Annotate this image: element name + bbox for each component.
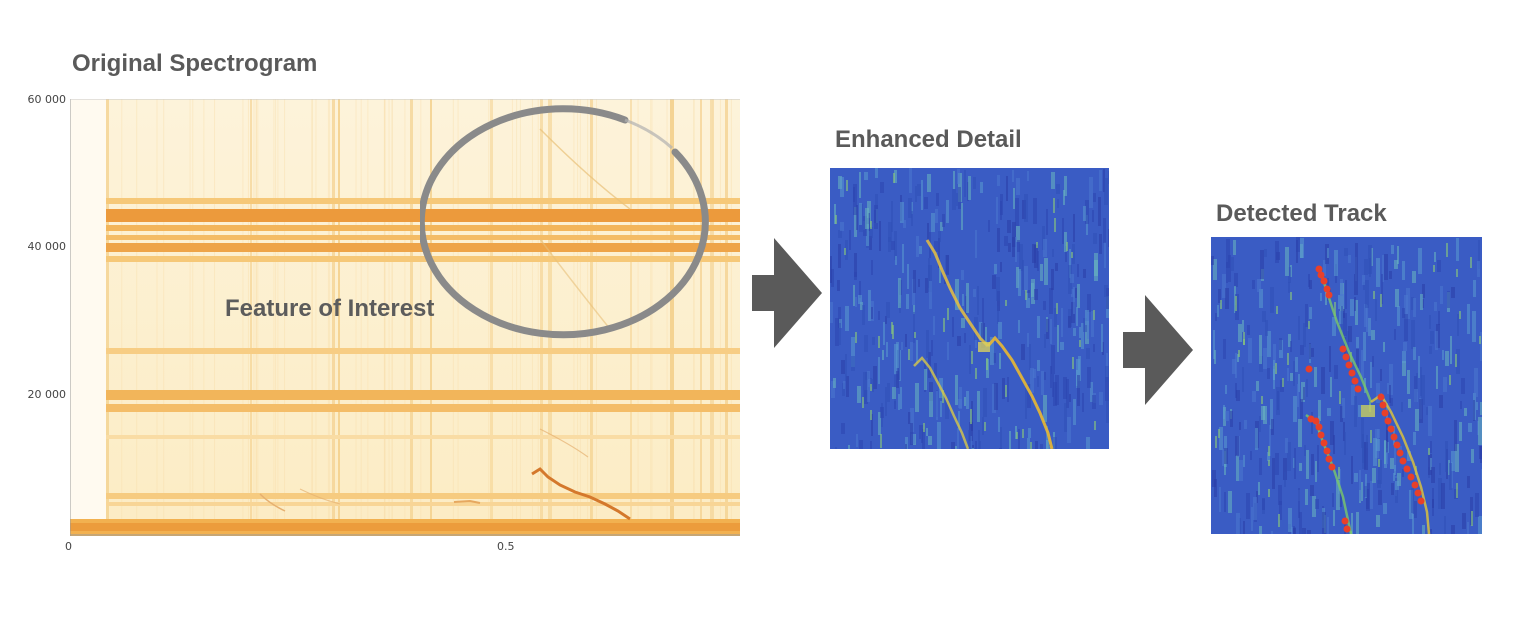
- detection-marker: [1417, 497, 1425, 505]
- detected-track-image: [1211, 237, 1482, 534]
- x-tick-0: 0: [65, 540, 72, 553]
- y-tick-20000: 20 000: [27, 388, 67, 401]
- detection-marker: [1396, 449, 1404, 457]
- detection-marker: [1320, 439, 1328, 447]
- detection-marker: [1342, 353, 1350, 361]
- detection-marker: [1407, 473, 1415, 481]
- detection-marker: [1341, 517, 1349, 525]
- enhanced-detail-title: Enhanced Detail: [835, 126, 1022, 153]
- detection-marker: [1339, 345, 1347, 353]
- feature-of-interest-label: Feature of Interest: [225, 295, 435, 322]
- detection-marker: [1323, 447, 1331, 455]
- y-tick-40000: 40 000: [27, 240, 67, 253]
- detection-marker: [1377, 393, 1385, 401]
- detection-marker: [1411, 481, 1419, 489]
- detection-marker: [1312, 417, 1320, 425]
- detection-marker: [1387, 425, 1395, 433]
- y-tick-60000: 60 000: [27, 93, 67, 106]
- detection-marker: [1323, 285, 1331, 293]
- detection-marker: [1390, 433, 1398, 441]
- detection-marker: [1403, 465, 1411, 473]
- detection-marker: [1305, 365, 1313, 373]
- detection-marker: [1384, 417, 1392, 425]
- detection-marker: [1345, 361, 1353, 369]
- detection-marker: [1351, 377, 1359, 385]
- detection-marker: [1317, 271, 1325, 279]
- detection-marker: [1325, 455, 1333, 463]
- detection-marker: [1315, 423, 1323, 431]
- detection-marker: [1343, 525, 1351, 533]
- detection-marker: [1354, 385, 1362, 393]
- enhanced-detail-image: [830, 168, 1109, 449]
- detection-marker: [1315, 265, 1323, 273]
- right-arrow-icon: [752, 238, 822, 348]
- detection-marker: [1399, 457, 1407, 465]
- original-spectrogram-title: Original Spectrogram: [72, 50, 318, 77]
- detection-marker: [1317, 431, 1325, 439]
- detection-marker: [1393, 441, 1401, 449]
- detection-marker: [1414, 489, 1422, 497]
- detection-marker: [1325, 291, 1333, 299]
- detected-track-title: Detected Track: [1216, 200, 1387, 227]
- detection-marker: [1348, 369, 1356, 377]
- detection-marker: [1381, 409, 1389, 417]
- detection-marker: [1379, 401, 1387, 409]
- detection-marker: [1320, 277, 1328, 285]
- detection-marker: [1328, 463, 1336, 471]
- feature-highlight-circle: [420, 105, 709, 339]
- x-tick-0-5: 0.5: [497, 540, 515, 553]
- right-arrow-icon: [1123, 295, 1193, 405]
